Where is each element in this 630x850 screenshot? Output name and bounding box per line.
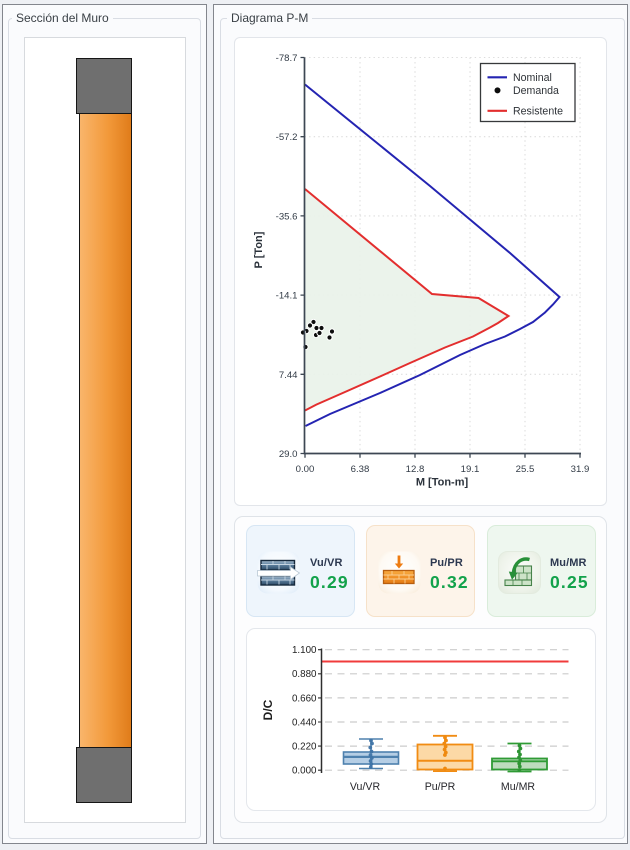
svg-text:0.220: 0.220 xyxy=(292,741,317,752)
svg-text:31.9: 31.9 xyxy=(571,464,590,475)
svg-text:0.000: 0.000 xyxy=(292,765,317,776)
svg-text:-57.2: -57.2 xyxy=(276,132,298,143)
svg-text:Mu/MR: Mu/MR xyxy=(501,781,535,793)
svg-text:Nominal: Nominal xyxy=(513,72,552,84)
svg-text:M [Ton-m]: M [Ton-m] xyxy=(416,477,469,489)
svg-text:D/C: D/C xyxy=(261,699,275,720)
svg-text:19.1: 19.1 xyxy=(461,464,480,475)
svg-text:0.880: 0.880 xyxy=(292,669,317,680)
svg-text:29.0: 29.0 xyxy=(279,449,298,460)
svg-text:0.440: 0.440 xyxy=(292,717,317,728)
svg-text:P [Ton]: P [Ton] xyxy=(253,231,265,268)
svg-text:Demanda: Demanda xyxy=(513,85,559,97)
svg-text:0.00: 0.00 xyxy=(296,464,315,475)
svg-text:Pu/PR: Pu/PR xyxy=(425,781,456,793)
svg-text:12.8: 12.8 xyxy=(406,464,425,475)
svg-text:Vu/VR: Vu/VR xyxy=(350,781,381,793)
svg-text:-78.7: -78.7 xyxy=(276,53,298,64)
svg-text:25.5: 25.5 xyxy=(516,464,535,475)
svg-text:7.44: 7.44 xyxy=(279,370,298,381)
svg-text:6.38: 6.38 xyxy=(351,464,370,475)
svg-text:-35.6: -35.6 xyxy=(276,211,298,222)
svg-text:Resistente: Resistente xyxy=(513,106,563,118)
svg-text:1.100: 1.100 xyxy=(292,645,317,656)
svg-text:-14.1: -14.1 xyxy=(276,291,298,302)
svg-text:0.660: 0.660 xyxy=(292,693,317,704)
